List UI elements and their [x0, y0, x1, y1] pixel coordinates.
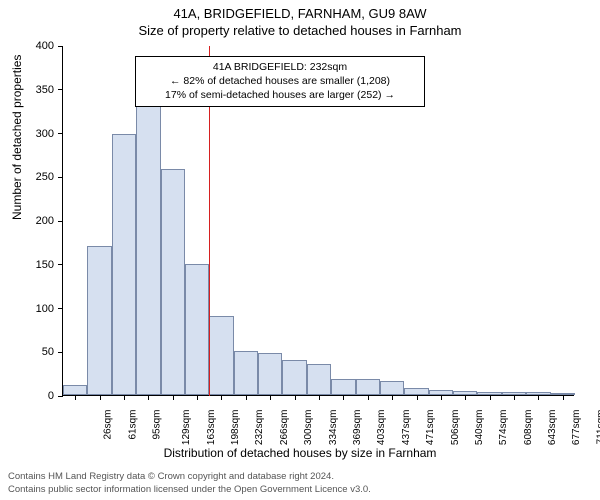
histogram-bar: [331, 379, 355, 395]
x-tick-label: 574sqm: [498, 410, 509, 446]
histogram-bar: [63, 385, 87, 396]
y-tick-label: 300: [14, 128, 54, 140]
x-tick: [246, 395, 247, 400]
x-tick: [392, 395, 393, 400]
histogram-bar: [234, 351, 258, 395]
histogram-bar: [112, 134, 136, 395]
footer-line-1: Contains HM Land Registry data © Crown c…: [8, 471, 371, 483]
annotation-line-3: 17% of semi-detached houses are larger (…: [144, 88, 416, 102]
x-tick-label: 711sqm: [595, 410, 600, 445]
histogram-bar: [185, 264, 209, 395]
x-tick-label: 266sqm: [279, 410, 290, 446]
x-tick: [441, 395, 442, 400]
x-tick-label: 334sqm: [328, 410, 339, 446]
x-tick: [417, 395, 418, 400]
annotation-line-2: ← 82% of detached houses are smaller (1,…: [144, 74, 416, 88]
y-tick-label: 50: [14, 346, 54, 358]
histogram-bar: [282, 360, 306, 395]
histogram-bar: [356, 379, 380, 395]
histogram-bar: [209, 316, 233, 395]
footer-attribution: Contains HM Land Registry data © Crown c…: [8, 471, 371, 496]
x-tick-label: 232sqm: [255, 410, 266, 446]
x-tick: [368, 395, 369, 400]
y-tick-label: 250: [14, 171, 54, 183]
y-tick-label: 350: [14, 84, 54, 96]
x-tick-label: 300sqm: [303, 410, 314, 446]
x-tick: [221, 395, 222, 400]
x-tick: [100, 395, 101, 400]
y-tick: [58, 396, 63, 397]
x-tick: [343, 395, 344, 400]
y-tick-label: 200: [14, 215, 54, 227]
histogram-bar: [258, 353, 282, 395]
x-tick-label: 540sqm: [474, 410, 485, 446]
x-tick-label: 61sqm: [127, 410, 138, 440]
title-address: 41A, BRIDGEFIELD, FARNHAM, GU9 8AW: [0, 6, 600, 21]
y-tick: [58, 89, 63, 90]
x-tick-label: 643sqm: [547, 410, 558, 446]
y-tick: [58, 308, 63, 309]
x-tick: [75, 395, 76, 400]
histogram-bar: [161, 169, 185, 395]
x-tick-label: 437sqm: [401, 410, 412, 446]
y-tick-label: 400: [14, 40, 54, 52]
x-tick-label: 608sqm: [523, 410, 534, 446]
x-tick: [295, 395, 296, 400]
title-block: 41A, BRIDGEFIELD, FARNHAM, GU9 8AW Size …: [0, 0, 600, 38]
y-tick: [58, 264, 63, 265]
x-tick: [173, 395, 174, 400]
x-tick-label: 471sqm: [425, 410, 436, 446]
y-tick: [58, 221, 63, 222]
x-tick: [514, 395, 515, 400]
title-subtitle: Size of property relative to detached ho…: [0, 23, 600, 38]
annotation-box: 41A BRIDGEFIELD: 232sqm← 82% of detached…: [135, 56, 425, 107]
plot-region: 05010015020025030035040026sqm61sqm95sqm1…: [62, 46, 574, 396]
histogram-bar: [87, 246, 111, 395]
x-tick: [538, 395, 539, 400]
x-tick-label: 369sqm: [352, 410, 363, 446]
x-tick: [124, 395, 125, 400]
y-tick-label: 150: [14, 259, 54, 271]
footer-line-2: Contains public sector information licen…: [8, 484, 371, 496]
x-tick-label: 506sqm: [450, 410, 461, 446]
histogram-bar: [380, 381, 404, 395]
y-tick: [58, 177, 63, 178]
x-tick: [465, 395, 466, 400]
histogram-bar: [404, 388, 428, 395]
x-tick-label: 198sqm: [230, 410, 241, 446]
x-tick: [319, 395, 320, 400]
x-tick: [148, 395, 149, 400]
annotation-line-1: 41A BRIDGEFIELD: 232sqm: [144, 60, 416, 74]
x-tick-label: 26sqm: [103, 410, 114, 440]
x-tick-label: 403sqm: [376, 410, 387, 446]
x-tick-label: 95sqm: [151, 410, 162, 440]
y-tick: [58, 46, 63, 47]
x-tick-label: 163sqm: [206, 410, 217, 446]
x-tick: [197, 395, 198, 400]
x-tick: [490, 395, 491, 400]
x-tick-label: 129sqm: [181, 410, 192, 446]
y-tick-label: 0: [14, 390, 54, 402]
y-tick-label: 100: [14, 303, 54, 315]
histogram-bar: [307, 364, 331, 395]
y-tick: [58, 133, 63, 134]
chart-area: 05010015020025030035040026sqm61sqm95sqm1…: [62, 46, 574, 396]
x-axis-label: Distribution of detached houses by size …: [0, 446, 600, 460]
x-tick: [563, 395, 564, 400]
histogram-bar: [136, 106, 160, 395]
x-tick-label: 677sqm: [572, 410, 583, 446]
x-tick: [270, 395, 271, 400]
chart-container: 41A, BRIDGEFIELD, FARNHAM, GU9 8AW Size …: [0, 0, 600, 500]
y-tick: [58, 352, 63, 353]
